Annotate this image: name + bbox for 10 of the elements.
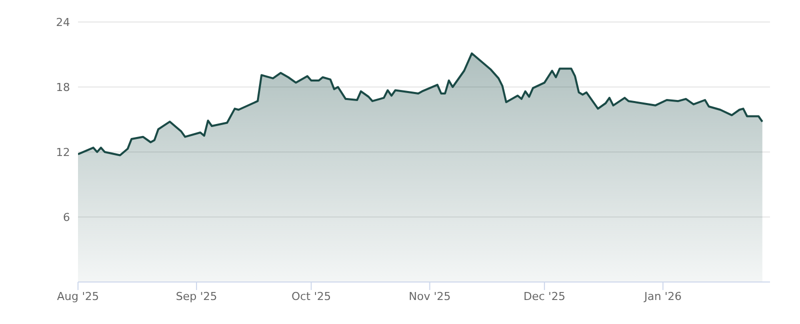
- y-tick-label: 6: [63, 210, 70, 224]
- x-tick-label: Sep '25: [176, 290, 218, 303]
- y-tick-label: 12: [56, 146, 70, 159]
- x-tick-label: Oct '25: [291, 290, 331, 303]
- x-tick-label: Dec '25: [524, 290, 566, 303]
- x-tick-label: Aug '25: [57, 290, 99, 303]
- y-tick-label: 18: [56, 80, 70, 94]
- x-tick-label: Jan '26: [643, 290, 682, 303]
- y-tick-label: 24: [56, 16, 70, 29]
- x-tick-label: Nov '25: [408, 290, 451, 303]
